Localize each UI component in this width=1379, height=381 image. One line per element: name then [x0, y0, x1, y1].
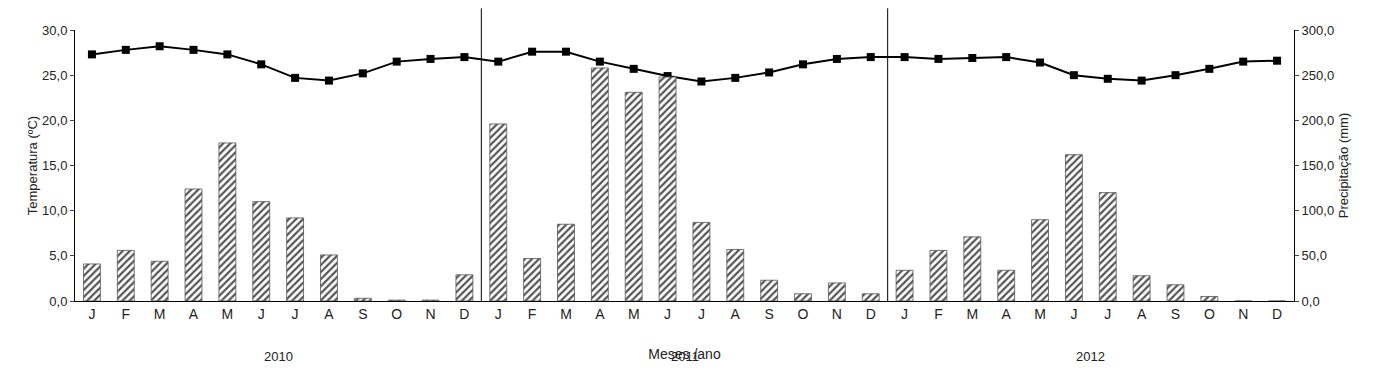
svg-text:N: N: [832, 306, 842, 322]
svg-text:J: J: [292, 306, 299, 322]
svg-text:J: J: [495, 306, 502, 322]
svg-text:2012: 2012: [1076, 349, 1105, 364]
svg-text:O: O: [1204, 306, 1215, 322]
svg-text:F: F: [528, 306, 537, 322]
svg-text:0,0: 0,0: [49, 294, 67, 309]
svg-text:M: M: [628, 306, 640, 322]
svg-text:S: S: [764, 306, 773, 322]
svg-text:100,0: 100,0: [1302, 203, 1335, 218]
svg-text:25,0: 25,0: [42, 68, 67, 83]
svg-text:A: A: [1137, 306, 1147, 322]
svg-text:2010: 2010: [264, 349, 293, 364]
svg-text:D: D: [1272, 306, 1282, 322]
svg-text:250,0: 250,0: [1302, 68, 1335, 83]
svg-text:N: N: [1238, 306, 1248, 322]
svg-text:S: S: [1171, 306, 1180, 322]
svg-text:0,0: 0,0: [1302, 294, 1320, 309]
svg-text:J: J: [664, 306, 671, 322]
svg-text:S: S: [358, 306, 367, 322]
svg-text:300,0: 300,0: [1302, 23, 1335, 38]
svg-text:O: O: [798, 306, 809, 322]
svg-text:A: A: [324, 306, 334, 322]
svg-text:J: J: [88, 306, 95, 322]
svg-text:Meses /ano: Meses /ano: [648, 346, 721, 362]
svg-text:N: N: [425, 306, 435, 322]
svg-text:150,0: 150,0: [1302, 158, 1335, 173]
svg-text:Precipitação (mm): Precipitação (mm): [1336, 113, 1351, 218]
svg-text:D: D: [866, 306, 876, 322]
svg-text:M: M: [966, 306, 978, 322]
svg-text:A: A: [1002, 306, 1012, 322]
svg-text:Temperatura (ºC): Temperatura (ºC): [25, 116, 40, 215]
svg-text:50,0: 50,0: [1302, 248, 1327, 263]
svg-text:M: M: [1034, 306, 1046, 322]
svg-text:F: F: [934, 306, 943, 322]
svg-text:J: J: [698, 306, 705, 322]
svg-text:15,0: 15,0: [42, 158, 67, 173]
svg-text:J: J: [1104, 306, 1111, 322]
svg-text:M: M: [222, 306, 234, 322]
svg-text:20,0: 20,0: [42, 113, 67, 128]
svg-text:O: O: [391, 306, 402, 322]
svg-text:M: M: [154, 306, 166, 322]
svg-text:M: M: [560, 306, 572, 322]
svg-text:A: A: [731, 306, 741, 322]
svg-text:200,0: 200,0: [1302, 113, 1335, 128]
svg-text:J: J: [258, 306, 265, 322]
svg-text:5,0: 5,0: [49, 248, 67, 263]
svg-text:F: F: [122, 306, 131, 322]
svg-text:D: D: [459, 306, 469, 322]
svg-text:2011: 2011: [671, 349, 699, 364]
svg-text:10,0: 10,0: [42, 203, 67, 218]
svg-text:A: A: [595, 306, 605, 322]
svg-text:30,0: 30,0: [42, 23, 67, 38]
svg-text:J: J: [1070, 306, 1077, 322]
svg-text:A: A: [189, 306, 199, 322]
svg-text:J: J: [901, 306, 908, 322]
